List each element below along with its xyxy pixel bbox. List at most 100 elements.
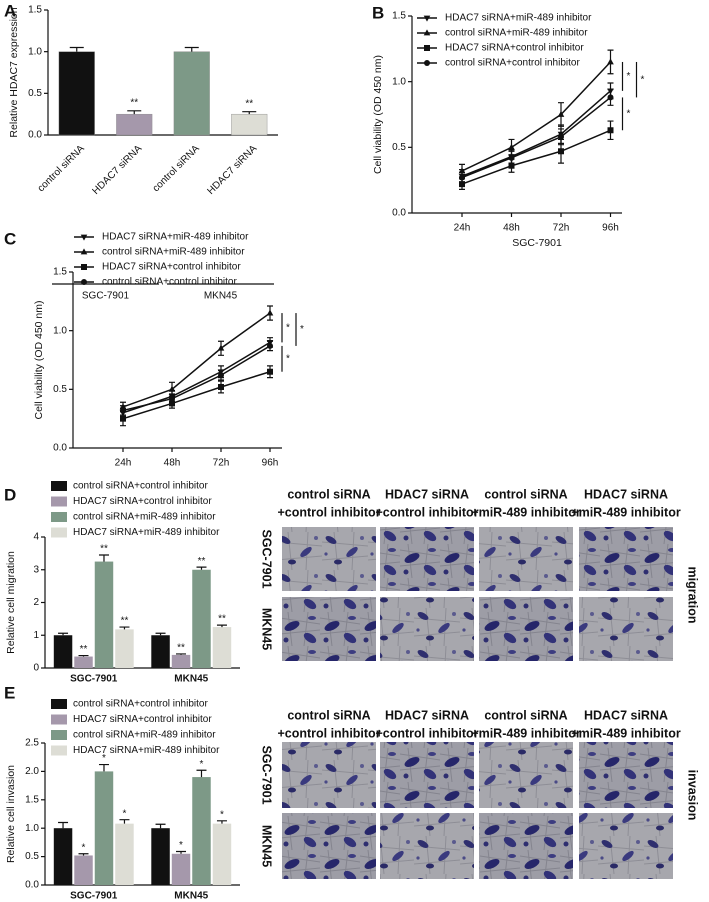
marker [267,368,273,375]
marker [81,264,87,270]
panel-letter: E [4,683,15,702]
bar [74,656,93,668]
y-tick-label: 4 [33,532,39,543]
y-tick-label: 0.0 [392,208,406,219]
y-axis-label: Cell viability (OD 450 nm) [372,55,384,174]
y-tick-label: 0 [33,663,39,674]
micrograph [380,527,474,591]
line [122,345,271,412]
x-tick-label: 24h [115,458,132,469]
column-label: control siRNA [287,708,370,722]
bar [171,853,191,885]
significance: ** [198,556,206,567]
error-bar [196,769,207,778]
y-tick-label: 0.5 [25,851,39,862]
y-axis-label: Cell viability (OD 450 nm) [33,300,45,419]
bar [231,113,268,136]
significance: * [220,809,224,820]
legend-label: HDAC7 siRNA+control inhibitor [73,496,212,507]
error-bar [127,110,142,115]
legend-swatch [51,699,67,709]
column-label: +control inhibitor [375,505,478,519]
significance: ** [121,616,129,627]
significance: * [200,759,204,770]
bar [151,828,170,885]
legend-swatch [51,730,67,740]
marker [557,110,565,117]
bar [115,823,134,885]
column-label: control siRNA [287,487,370,501]
group-label: SGC-7901 [82,291,130,302]
legend-label: HDAC7 siRNA+control inhibitor [73,714,212,725]
marker [266,309,274,316]
x-tick-label: 48h [503,223,520,234]
column-label: HDAC7 siRNA [584,708,668,722]
significance: ** [177,643,185,654]
marker [169,395,175,402]
bar [192,777,211,885]
marker [120,407,126,414]
y-tick-label: 1 [33,630,39,641]
x-tick-label: SGC-7901 [70,891,118,902]
micrograph [380,742,474,808]
legend-label: control siRNA+control inhibitor [73,699,208,710]
error-bar [216,624,227,628]
y-axis-label: Relative cell migration [5,551,17,654]
marker [218,372,224,379]
bar [94,561,114,668]
marker [80,234,88,241]
y-tick-label: 1.0 [392,76,406,87]
bar [53,828,73,885]
micrograph [579,742,673,808]
row-label: SGC-7901 [260,745,274,804]
micrograph [380,597,474,661]
y-tick-label: 1.0 [53,325,67,336]
line [122,371,271,420]
marker [558,133,564,140]
column-label: HDAC7 siRNA [385,487,469,501]
legend-label: control siRNA+miR-489 inhibitor [73,730,216,741]
y-tick-label: 1.5 [53,267,67,278]
x-tick-label: 48h [164,458,181,469]
y-tick-label: 0.0 [25,880,39,891]
y-tick-label: 0.5 [392,142,406,153]
x-tick-label: 96h [602,223,619,234]
marker [558,148,564,155]
side-label: migration [686,567,700,624]
marker [217,344,225,351]
micrograph [479,527,573,591]
legend-label: control siRNA+control inhibitor [73,481,208,492]
legend-label: control siRNA+control inhibitor [102,277,237,288]
legend-label: control siRNA+miR-489 inhibitor [445,28,588,39]
line [122,312,271,408]
side-label: invasion [686,770,700,821]
line [461,96,611,179]
error-bar [58,632,69,636]
bar [116,113,153,136]
panel-letter: C [4,229,16,248]
x-tick-label: 72h [213,458,230,469]
marker [81,279,87,285]
micrograph [579,813,673,879]
legend-swatch [51,496,67,507]
micrograph [479,742,573,808]
x-axis-label: SGC-7901 [512,237,562,249]
y-tick-label: 2.5 [25,738,39,749]
legend-swatch [51,481,67,491]
marker [459,174,465,181]
line [461,129,611,185]
significance: * [82,842,86,853]
y-axis-label: Relative cell invasion [5,765,17,863]
marker [423,29,431,36]
x-tick-label: control siRNA [151,143,202,194]
bar [53,635,73,668]
micrograph [579,527,673,591]
x-tick-label: control siRNA [36,143,87,194]
marker [424,45,430,51]
bar [171,654,191,668]
column-label: +miR-489 inhibitor [571,505,681,519]
group-label: MKN45 [204,291,238,302]
bar [94,771,114,885]
micrograph [282,597,376,661]
